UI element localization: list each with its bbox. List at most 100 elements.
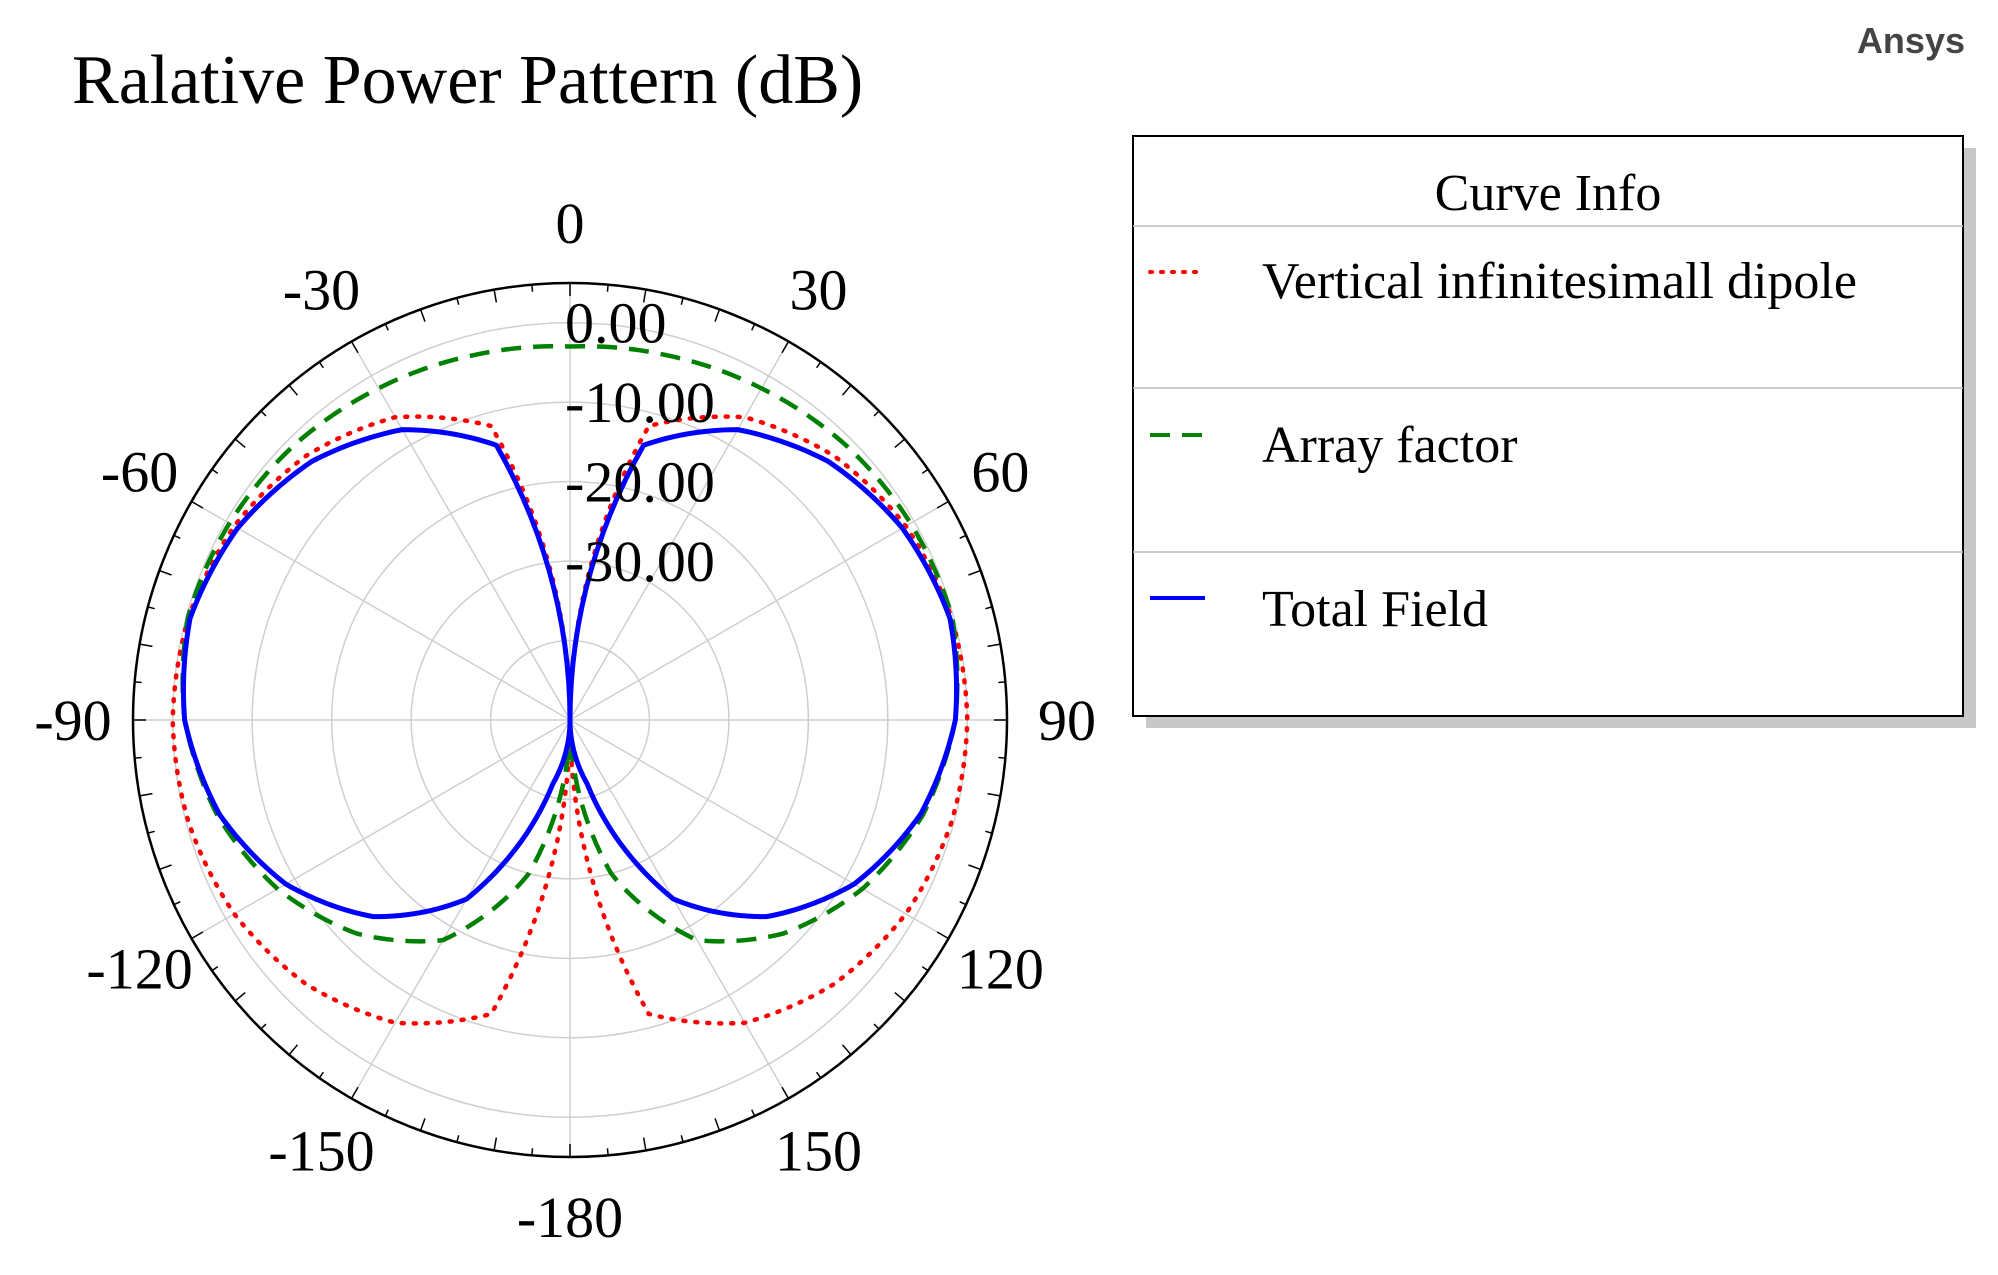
angle-tick-mark: [998, 681, 1006, 684]
angle-tick-mark: [642, 1137, 647, 1151]
angle-tick-mark: [211, 468, 219, 474]
angle-tick-mark: [234, 991, 246, 1002]
angle-tick-mark: [606, 1148, 609, 1156]
angle-tick-mark: [139, 792, 153, 797]
grid-spoke: [569, 719, 949, 940]
series-line-array-factor: [180, 344, 960, 944]
angle-tick-mark: [147, 606, 155, 610]
angle-tick-label: 60: [971, 440, 1029, 505]
angle-tick-mark: [921, 468, 929, 474]
angle-tick-mark: [987, 792, 1001, 797]
angle-tick-mark: [318, 1071, 324, 1079]
angle-tick-mark: [419, 309, 426, 322]
angle-tick-mark: [968, 569, 981, 576]
angle-tick-mark: [816, 1071, 822, 1079]
angle-tick-label: 150: [775, 1118, 862, 1183]
chart-title: Ralative Power Pattern (dB): [72, 42, 863, 119]
grid-spoke: [569, 719, 790, 1099]
angle-tick-mark: [173, 534, 181, 539]
legend-entry-array-factor: Array factor: [1262, 417, 1518, 474]
angle-tick-label: 30: [790, 258, 848, 323]
angle-tick-label: 0: [556, 191, 585, 256]
angle-tick-mark: [873, 410, 880, 417]
legend-box: [1132, 135, 1964, 717]
angle-tick-mark: [781, 341, 790, 354]
legend: Curve Info Vertical infinitesimall dipol…: [1132, 135, 1976, 728]
polar-grid: [131, 281, 1009, 1159]
angle-tick-mark: [998, 756, 1006, 759]
angle-tick-label: -60: [101, 440, 178, 505]
angle-tick-mark: [191, 931, 204, 940]
angle-tick-mark: [260, 1023, 267, 1030]
angle-tick-mark: [985, 830, 993, 834]
angle-tick-label: 90: [1038, 688, 1096, 753]
angle-tick-mark: [456, 1135, 460, 1143]
angle-tick-mark: [680, 1135, 684, 1143]
angle-tick-mark: [959, 534, 967, 539]
angle-tick-label: -150: [268, 1118, 374, 1183]
angle-tick-mark: [936, 500, 949, 509]
angle-tick-mark: [959, 901, 967, 906]
angle-tick-mark: [384, 1109, 389, 1117]
angle-tick-mark: [191, 500, 204, 509]
grid-spoke: [569, 500, 949, 721]
series-group: [170, 344, 970, 1026]
angle-tick-label: 120: [957, 937, 1044, 1002]
angle-tick-mark: [606, 284, 609, 292]
angle-tick-mark: [134, 681, 142, 684]
brand-label: Ansys: [1857, 20, 1965, 61]
angle-tick-mark: [781, 1086, 790, 1099]
angle-tick-mark: [234, 438, 246, 449]
angle-tick-mark: [841, 384, 852, 396]
angle-tick-mark: [936, 931, 949, 940]
angle-tick-mark: [288, 384, 299, 396]
grid-spoke: [191, 500, 571, 721]
angle-tick-mark: [350, 1086, 359, 1099]
grid-spoke: [350, 719, 571, 1099]
angle-tick-mark: [211, 966, 219, 972]
angle-tick-mark: [173, 901, 181, 906]
angle-tick-label: -180: [517, 1185, 623, 1250]
legend-entry-dipole: Vertical infinitesimall dipole: [1262, 253, 1857, 310]
angle-tick-mark: [531, 1148, 534, 1156]
grid-spoke: [191, 719, 571, 940]
grid-spoke: [569, 341, 790, 721]
angle-tick-mark: [493, 1137, 498, 1151]
angle-tick-mark: [680, 297, 684, 305]
angle-tick-mark: [985, 606, 993, 610]
radial-tick-label: -30.00: [565, 529, 715, 594]
angle-tick-mark: [968, 864, 981, 871]
angle-tick-mark: [894, 991, 906, 1002]
angle-tick-mark: [456, 297, 460, 305]
angle-tick-label: -90: [34, 688, 111, 753]
angle-tick-mark: [894, 438, 906, 449]
angle-tick-mark: [260, 410, 267, 417]
angle-tick-mark: [921, 966, 929, 972]
angle-tick-mark: [384, 323, 389, 331]
angle-tick-mark: [714, 309, 721, 322]
angle-tick-mark: [531, 284, 534, 292]
radial-labels: 0.00 -10.00 -20.00 -30.00: [565, 291, 715, 594]
angle-tick-mark: [288, 1044, 299, 1056]
angle-tick-mark: [841, 1044, 852, 1056]
angle-tick-mark: [139, 643, 153, 648]
angle-tick-mark: [350, 341, 359, 354]
radial-tick-label: 0.00: [565, 291, 667, 356]
angle-tick-mark: [714, 1118, 721, 1131]
legend-title: Curve Info: [1435, 165, 1662, 222]
angle-tick-mark: [147, 830, 155, 834]
angle-labels: 0 30 60 90 120 150 -180 -150 -120 -90 -60 -30: [34, 191, 1096, 1250]
angle-tick-mark: [134, 756, 142, 759]
angle-tick-mark: [987, 643, 1001, 648]
legend-entry-total-field: Total Field: [1262, 581, 1488, 638]
angle-tick-mark: [493, 289, 498, 303]
angle-tick-mark: [159, 569, 172, 576]
angle-tick-mark: [642, 289, 647, 303]
angle-tick-mark: [318, 361, 324, 369]
angle-tick-mark: [816, 361, 822, 369]
angle-tick-label: -30: [283, 258, 360, 323]
angle-ticks: [133, 283, 1007, 1157]
angle-tick-mark: [419, 1118, 426, 1131]
angle-tick-mark: [751, 323, 756, 331]
